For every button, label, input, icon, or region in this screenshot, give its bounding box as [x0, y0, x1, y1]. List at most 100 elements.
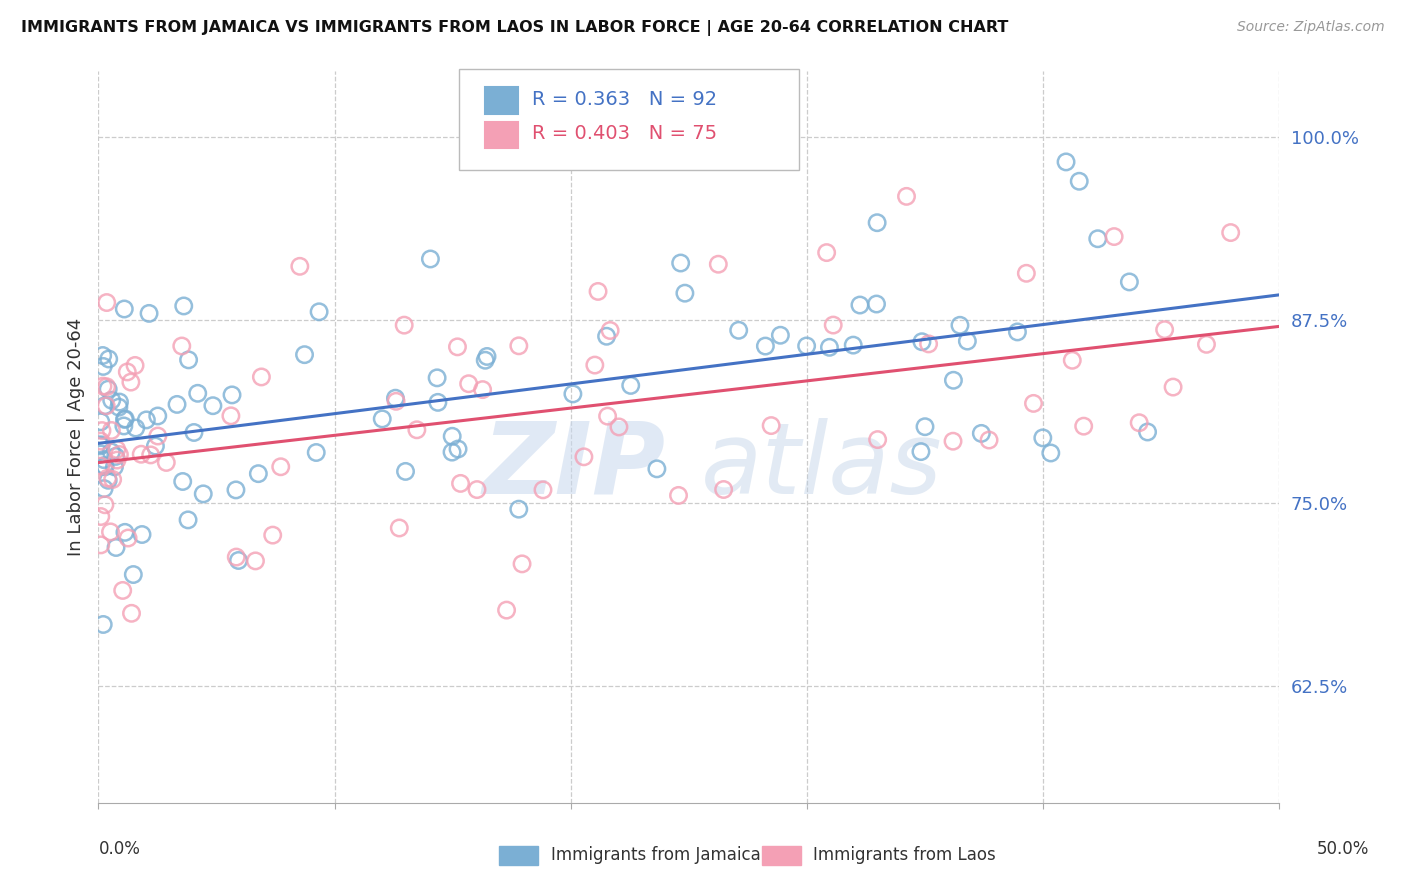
- Point: [155, 455, 177, 469]
- Point: [586, 285, 609, 299]
- Point: [114, 412, 136, 426]
- Point: [474, 353, 496, 368]
- Point: [949, 318, 972, 333]
- Point: [201, 399, 224, 413]
- Point: [465, 483, 488, 497]
- Point: [1219, 226, 1241, 240]
- Point: [100, 393, 122, 408]
- Point: [129, 447, 152, 461]
- Point: [90, 509, 112, 524]
- Point: [93, 452, 115, 467]
- Point: [108, 448, 131, 462]
- Point: [221, 388, 243, 402]
- Point: [91, 424, 114, 438]
- Point: [384, 391, 406, 405]
- Point: [138, 306, 160, 320]
- Point: [388, 521, 411, 535]
- Point: [823, 318, 845, 332]
- Text: 0.0%: 0.0%: [98, 840, 141, 858]
- Point: [1022, 396, 1045, 410]
- Point: [596, 409, 619, 424]
- Point: [977, 433, 1000, 447]
- Point: [97, 382, 120, 396]
- Point: [1069, 174, 1091, 188]
- Point: [104, 450, 127, 464]
- Point: [769, 328, 792, 343]
- Point: [172, 475, 194, 489]
- Point: [754, 339, 776, 353]
- Point: [1073, 419, 1095, 434]
- Point: [117, 531, 139, 545]
- Point: [673, 286, 696, 301]
- Point: [849, 298, 872, 312]
- Point: [245, 554, 267, 568]
- Point: [495, 603, 517, 617]
- Point: [599, 324, 621, 338]
- Point: [818, 340, 841, 354]
- Point: [1087, 232, 1109, 246]
- Point: [247, 467, 270, 481]
- Text: R = 0.363   N = 92: R = 0.363 N = 92: [531, 90, 717, 109]
- Point: [94, 498, 117, 512]
- Point: [146, 429, 169, 443]
- Point: [225, 483, 247, 497]
- Point: [457, 376, 479, 391]
- Point: [815, 245, 838, 260]
- Point: [426, 371, 449, 385]
- Point: [1007, 325, 1029, 339]
- Point: [419, 252, 441, 266]
- Text: Immigrants from Jamaica: Immigrants from Jamaica: [551, 847, 761, 864]
- Point: [170, 339, 193, 353]
- Point: [94, 459, 117, 474]
- Point: [942, 434, 965, 449]
- Point: [866, 216, 889, 230]
- Y-axis label: In Labor Force | Age 20-64: In Labor Force | Age 20-64: [66, 318, 84, 557]
- Point: [1136, 425, 1159, 439]
- Point: [668, 488, 690, 502]
- Point: [475, 350, 498, 364]
- Point: [105, 442, 128, 457]
- Point: [90, 459, 112, 474]
- Point: [145, 439, 167, 453]
- Point: [1062, 353, 1084, 368]
- Point: [125, 421, 148, 435]
- Point: [508, 502, 530, 516]
- Point: [97, 351, 120, 366]
- Point: [96, 295, 118, 310]
- Point: [111, 583, 134, 598]
- Point: [117, 365, 139, 379]
- Point: [1128, 416, 1150, 430]
- Point: [508, 339, 530, 353]
- Point: [914, 419, 936, 434]
- Point: [90, 415, 112, 429]
- Point: [90, 538, 112, 552]
- Point: [713, 483, 735, 497]
- Point: [1195, 337, 1218, 351]
- Point: [607, 420, 630, 434]
- Point: [572, 450, 595, 464]
- Point: [669, 256, 692, 270]
- Point: [446, 340, 468, 354]
- Point: [120, 375, 142, 389]
- Point: [187, 386, 209, 401]
- Point: [91, 349, 114, 363]
- Point: [620, 378, 643, 392]
- FancyBboxPatch shape: [485, 122, 517, 148]
- Point: [90, 439, 112, 453]
- Point: [96, 380, 118, 394]
- Point: [100, 524, 122, 539]
- Point: [114, 412, 136, 426]
- Point: [371, 412, 394, 426]
- Point: [166, 397, 188, 411]
- Point: [90, 434, 112, 449]
- Point: [1161, 380, 1184, 394]
- FancyBboxPatch shape: [458, 70, 799, 170]
- Point: [108, 395, 131, 409]
- Point: [450, 476, 472, 491]
- Point: [727, 323, 749, 337]
- Point: [583, 358, 606, 372]
- Point: [105, 453, 128, 467]
- Point: [531, 483, 554, 497]
- Point: [135, 413, 157, 427]
- Text: Immigrants from Laos: Immigrants from Laos: [813, 847, 995, 864]
